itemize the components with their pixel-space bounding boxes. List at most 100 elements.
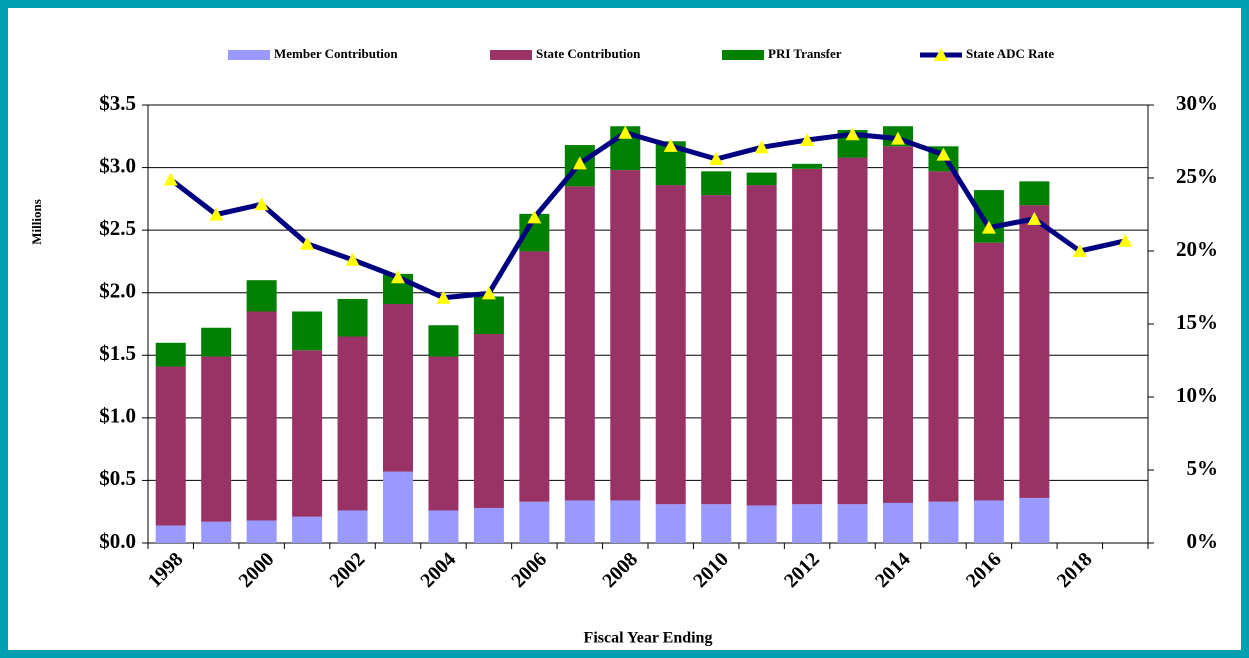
bar — [337, 510, 368, 543]
x-tick-label: 2008 — [598, 548, 642, 592]
marker — [709, 152, 724, 166]
marker — [800, 133, 815, 147]
marker — [572, 156, 587, 170]
bar — [564, 186, 595, 501]
legend-label: Member Contribution — [274, 46, 398, 61]
marker — [663, 138, 678, 152]
bar — [473, 334, 504, 508]
y-tick-label: $1.0 — [99, 404, 136, 428]
bar — [1019, 181, 1050, 206]
bar — [292, 350, 323, 517]
marker — [300, 236, 315, 250]
marker — [1027, 211, 1042, 225]
marker — [527, 210, 542, 224]
bar — [655, 185, 686, 505]
x-tick-label: 2004 — [416, 548, 460, 592]
bar — [155, 342, 186, 367]
y2-tick-label: 30% — [1176, 91, 1218, 115]
x-tick-label: 1998 — [144, 548, 188, 592]
marker — [754, 140, 769, 154]
legend-marker — [934, 48, 948, 61]
y2-tick-label: 15% — [1176, 310, 1218, 334]
line — [169, 130, 1126, 301]
marker — [391, 270, 405, 284]
marker — [209, 207, 224, 221]
bar — [383, 471, 413, 543]
x-axis-title: Fiscal Year Ending — [584, 630, 713, 647]
bar — [564, 500, 595, 543]
x-tick-label: 2016 — [962, 548, 1006, 592]
bar — [201, 521, 232, 543]
bar — [792, 168, 823, 505]
legend-label: State Contribution — [536, 46, 641, 61]
y-tick-label: $3.0 — [99, 153, 136, 177]
bar — [792, 163, 823, 169]
x-tick-label: 2002 — [325, 548, 369, 592]
bar — [428, 325, 459, 357]
bar — [928, 501, 959, 543]
bar — [655, 504, 686, 543]
bar — [837, 157, 868, 505]
bar — [973, 500, 1004, 543]
marker — [163, 172, 178, 186]
legend-label: PRI Transfer — [768, 46, 842, 61]
bar — [1019, 205, 1050, 498]
bar — [246, 311, 277, 521]
marker — [1118, 233, 1133, 247]
marker — [891, 131, 905, 145]
legend-swatch — [722, 50, 764, 60]
bar — [383, 303, 413, 472]
y2-tick-label: 0% — [1187, 529, 1219, 553]
bar — [155, 525, 186, 543]
bar — [746, 172, 777, 186]
bar — [792, 504, 823, 543]
y-tick-label: $2.0 — [99, 279, 136, 303]
y-tick-label: $0.0 — [99, 529, 136, 553]
bar — [201, 356, 232, 522]
bar — [701, 504, 732, 543]
y-tick-label: $2.5 — [99, 216, 136, 240]
bar — [337, 298, 368, 337]
bar — [337, 336, 368, 511]
y-axis-title: Millions — [29, 199, 44, 245]
x-tick-label: 2012 — [780, 548, 824, 592]
bar — [883, 502, 913, 543]
y-tick-label: $0.5 — [99, 466, 136, 490]
bar — [837, 504, 868, 543]
marker — [936, 147, 951, 161]
legend-swatch — [490, 50, 532, 60]
bar — [473, 507, 504, 543]
bar — [246, 520, 277, 543]
bar — [701, 195, 732, 505]
bar — [883, 146, 913, 503]
x-tick-label: 2000 — [235, 548, 279, 592]
marker — [845, 127, 860, 141]
marker — [345, 252, 360, 266]
y2-tick-label: 25% — [1176, 164, 1218, 188]
x-tick-label: 2006 — [507, 548, 551, 592]
bar — [973, 190, 1004, 243]
bar — [292, 516, 323, 543]
bar — [973, 242, 1004, 501]
bar — [473, 296, 504, 335]
bar — [246, 280, 277, 312]
marker — [436, 290, 451, 304]
marker — [618, 125, 633, 139]
bar — [610, 500, 641, 543]
marker — [1072, 244, 1087, 257]
y2-tick-label: 5% — [1187, 456, 1219, 480]
y-tick-label: $1.5 — [99, 341, 136, 365]
bar — [292, 311, 323, 351]
bar — [746, 505, 777, 543]
marker — [481, 286, 496, 300]
legend-swatch — [228, 50, 270, 60]
legend-label: State ADC Rate — [966, 46, 1054, 61]
bar — [428, 510, 459, 543]
y2-tick-label: 20% — [1176, 237, 1218, 261]
bar — [746, 185, 777, 506]
bar — [610, 170, 641, 501]
y-tick-label: $3.5 — [99, 91, 136, 115]
x-tick-label: 2014 — [871, 548, 915, 592]
